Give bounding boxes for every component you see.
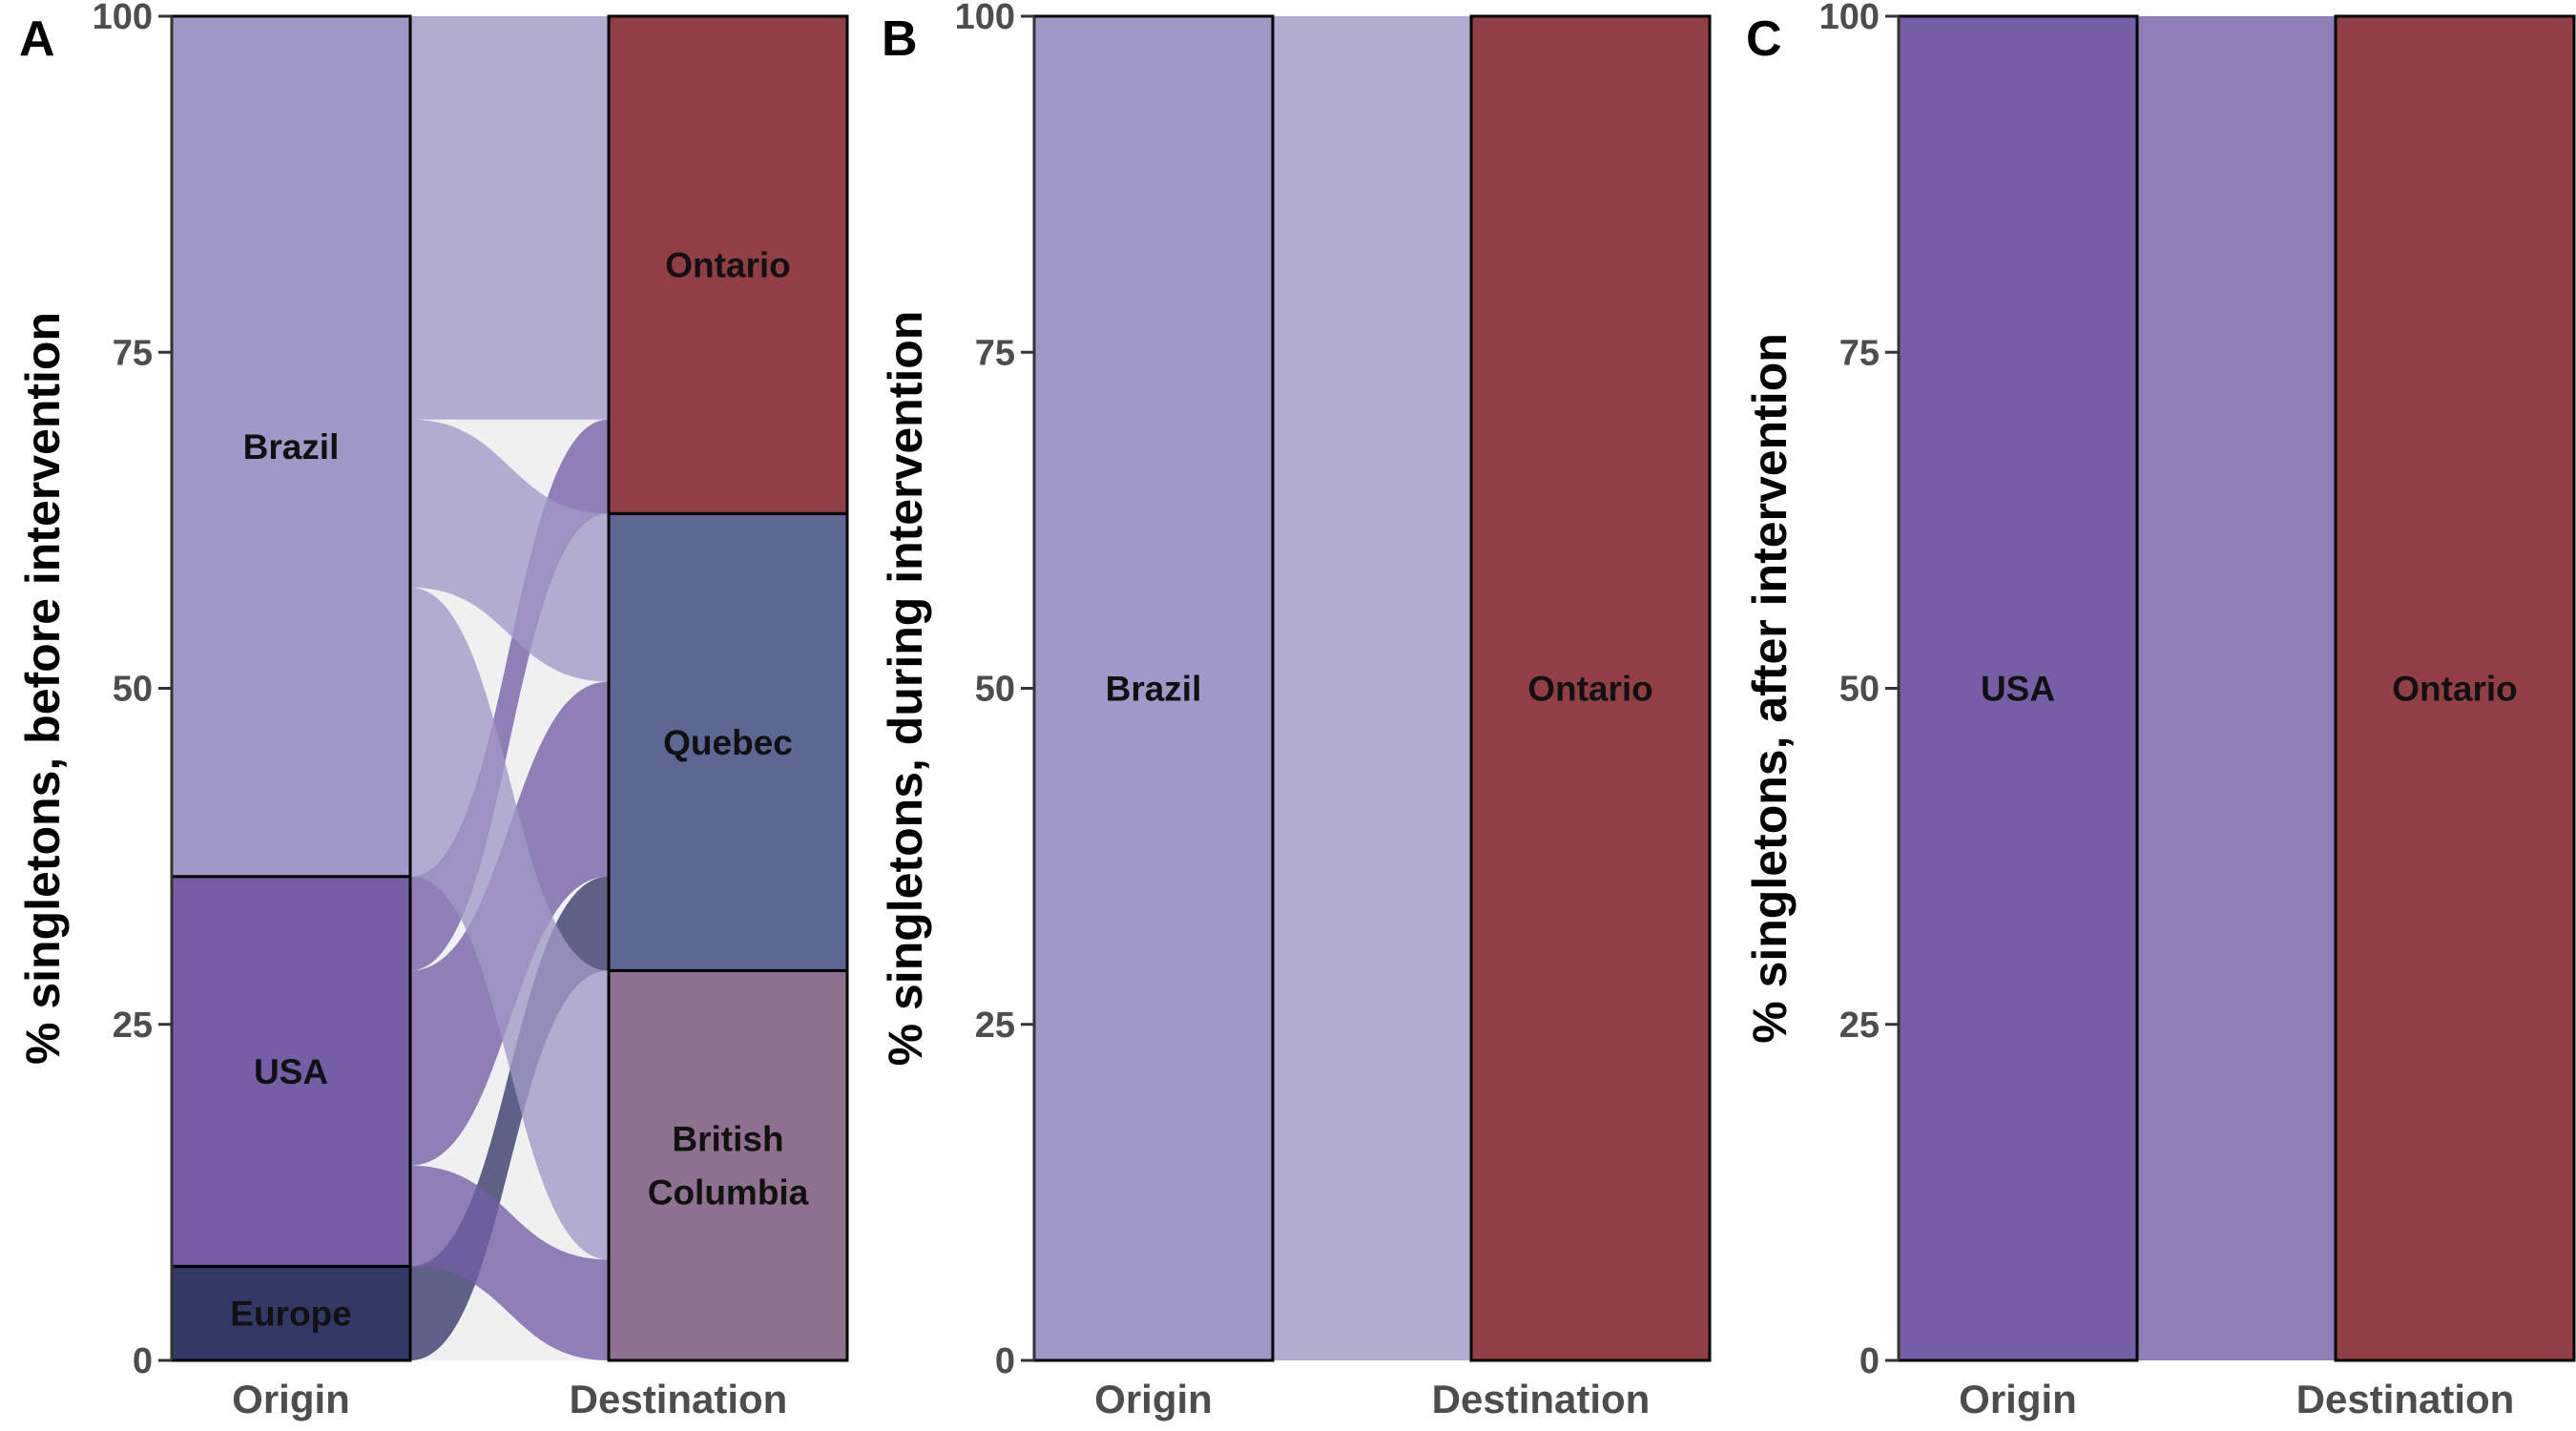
y-tick-label: 25	[1839, 1006, 1880, 1046]
destination-label-quebec: Quebec	[663, 723, 793, 762]
panel-letter: A	[19, 11, 55, 67]
y-tick-label: 75	[113, 333, 153, 373]
origin-label-brazil: Brazil	[1106, 670, 1202, 709]
origin-stratum-usa	[170, 875, 412, 1268]
origin-stratum-brazil	[170, 14, 412, 879]
y-tick-label: 25	[113, 1006, 153, 1046]
destination-label-british-columbia: Columbia	[648, 1173, 809, 1213]
origin-label-brazil: Brazil	[243, 427, 340, 467]
flow-brazil-to-ontario	[410, 16, 609, 420]
y-tick-label: 75	[1839, 333, 1880, 373]
x-axis-label-destination: Destination	[1432, 1377, 1651, 1421]
origin-label-europe: Europe	[230, 1295, 351, 1334]
destination-stratum-british-columbia	[607, 968, 849, 1362]
flow-usa-to-british-columbia	[410, 1165, 609, 1360]
y-tick-label: 100	[955, 0, 1015, 37]
x-axis-label-origin: Origin	[1094, 1377, 1213, 1421]
y-tick-label: 0	[133, 1341, 153, 1381]
y-axis-title: % singletons, after intervention	[1743, 333, 1797, 1044]
panel-letter: B	[882, 11, 918, 67]
destination-stratum-ontario	[2334, 14, 2576, 1362]
y-axis-title: % singletons, during intervention	[879, 311, 932, 1067]
destination-stratum-quebec	[607, 511, 849, 972]
panel-b: Brazil Ontario 0 25 50 75 100 % singletons, dur…	[879, 0, 1712, 1421]
y-tick-label: 0	[1859, 1341, 1880, 1381]
y-tick-label: 50	[113, 670, 153, 710]
panel-c: USA Ontario 0 25 50 75 100 % singletons, after …	[1743, 0, 2576, 1421]
x-axis-label-destination: Destination	[570, 1377, 788, 1421]
y-tick-label: 0	[995, 1341, 1015, 1381]
y-tick-label: 50	[975, 670, 1015, 710]
panel-a: Europe USA Brazil British Columbia Quebec Onta…	[16, 0, 849, 1421]
flow-brazil-to-ontario	[1273, 16, 1471, 1360]
origin-label-usa: USA	[254, 1052, 328, 1091]
y-tick-label: 25	[975, 1006, 1015, 1046]
y-tick-label: 50	[1839, 670, 1880, 710]
origin-label-usa: USA	[1981, 670, 2055, 709]
flow-usa-to-ontario	[2137, 16, 2336, 1360]
destination-label-ontario: Ontario	[1527, 670, 1653, 709]
destination-label-british-columbia: British	[672, 1120, 783, 1159]
origin-stratum-europe	[170, 1264, 412, 1362]
x-axis-label-origin: Origin	[232, 1377, 350, 1421]
flow-brazil-to-british-columbia	[410, 587, 609, 1260]
destination-stratum-ontario	[607, 14, 849, 515]
x-axis-label-destination: Destination	[2296, 1377, 2515, 1421]
y-tick-label: 100	[93, 0, 153, 37]
destination-label-ontario: Ontario	[665, 246, 791, 285]
destination-stratum-ontario	[1469, 14, 1712, 1362]
origin-stratum-brazil	[1032, 14, 1275, 1362]
y-axis-title: % singletons, before intervention	[16, 312, 70, 1065]
destination-label-ontario: Ontario	[2392, 670, 2518, 709]
panel-letter: C	[1746, 11, 1782, 67]
origin-stratum-usa	[1897, 14, 2139, 1362]
x-axis-label-origin: Origin	[1959, 1377, 2077, 1421]
y-tick-label: 75	[975, 333, 1015, 373]
flow-brazil-to-quebec	[410, 419, 609, 682]
y-tick-label: 100	[1819, 0, 1880, 37]
